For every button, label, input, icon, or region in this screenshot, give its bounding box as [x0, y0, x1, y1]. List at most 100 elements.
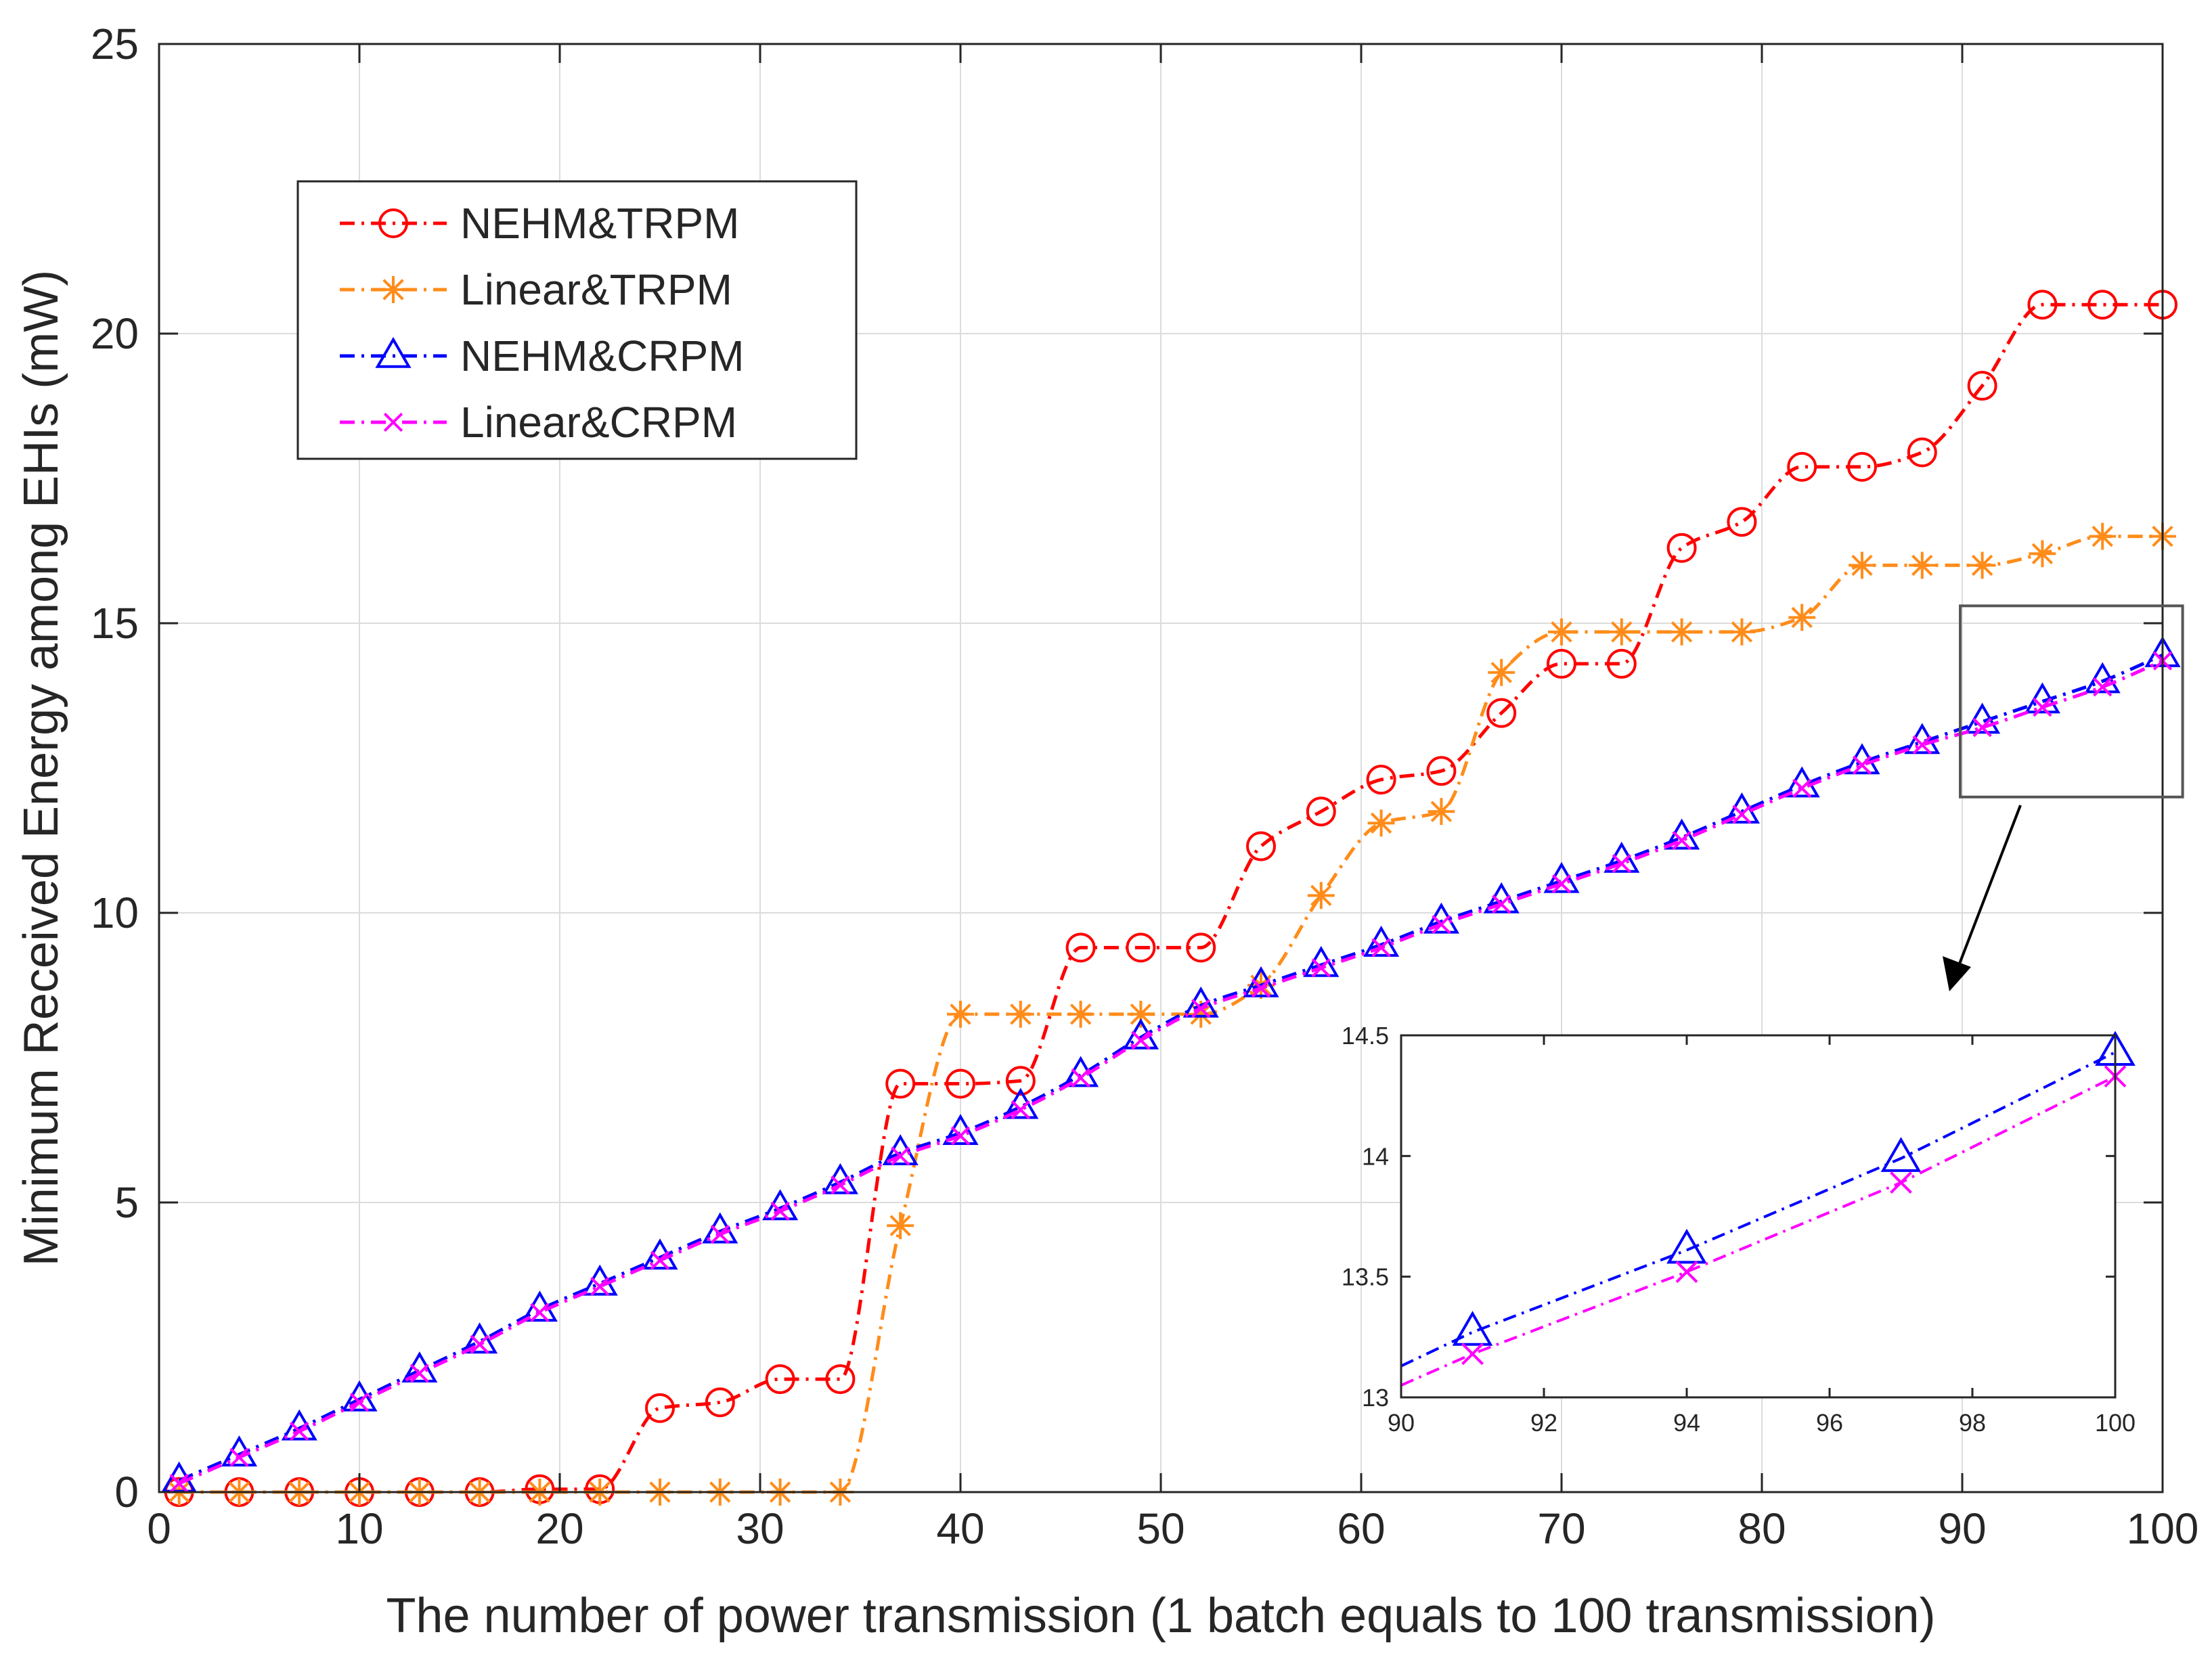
data-point [762, 1189, 799, 1221]
y-tick-label: 5 [114, 1178, 139, 1227]
inset-series-1 [1400, 1065, 2127, 1387]
data-point [1371, 938, 1391, 958]
data-point [470, 1334, 489, 1354]
inset-data-point [1461, 1343, 1484, 1366]
data-point [946, 1068, 975, 1099]
data-point [1907, 437, 1937, 468]
legend-marker [378, 208, 408, 238]
series-line [179, 302, 2163, 1494]
inset-data-point [1666, 1228, 1707, 1264]
data-point [1071, 1068, 1090, 1088]
data-point [221, 1435, 257, 1467]
data-point [1428, 798, 1455, 826]
data-point [887, 1212, 914, 1240]
data-point [1792, 778, 1812, 798]
data-point [2033, 697, 2052, 717]
y-tick-label: 15 [91, 599, 139, 648]
data-point [1307, 882, 1335, 909]
data-point [1787, 451, 1817, 482]
data-point [1011, 1100, 1030, 1120]
x-tick-label: 0 [147, 1504, 171, 1553]
data-point [1912, 735, 1932, 755]
legend-label: Linear&CRPM [460, 398, 737, 447]
data-point [1728, 618, 1756, 646]
data-point [1612, 854, 1631, 874]
data-point [765, 1364, 795, 1395]
data-point [1246, 831, 1276, 861]
x-tick-label: 70 [1537, 1504, 1585, 1553]
data-point [702, 1212, 738, 1244]
inset-data-point [1890, 1171, 1912, 1194]
legend: NEHM&TRPM Linear&TRPM NEHM&CRPM Linear&CRPM [296, 180, 858, 460]
data-point [1852, 755, 1872, 775]
data-point [1547, 648, 1576, 679]
data-point [1847, 451, 1877, 482]
data-point [2087, 290, 2118, 320]
legend-marker [375, 336, 412, 368]
y-tick-label: 25 [91, 20, 139, 68]
data-point [1131, 1031, 1151, 1050]
inset-y-tick-label: 14.5 [1342, 1022, 1389, 1050]
inset-x-tick-label: 90 [1388, 1409, 1415, 1437]
data-point [1483, 882, 1520, 914]
data-point [1486, 698, 1517, 728]
inset-x-tick-label: 96 [1816, 1409, 1843, 1437]
inset-y-tick-label: 13 [1362, 1384, 1389, 1412]
data-point [1967, 371, 1997, 401]
legend-marker [380, 276, 407, 303]
data-point [950, 1126, 971, 1146]
data-point [645, 1393, 675, 1423]
data-point [1784, 766, 1820, 798]
legend-item: NEHM&CRPM [340, 332, 745, 380]
inset-data-point [1880, 1137, 1922, 1172]
zoom-arrow-head [1943, 956, 1971, 991]
data-point [1732, 805, 1752, 824]
inset-series-0 [1400, 1031, 2136, 1368]
data-point [642, 1238, 678, 1270]
data-point [1366, 765, 1396, 795]
inset-x-tick-label: 100 [2095, 1409, 2136, 1437]
data-point [401, 1351, 438, 1382]
zoom-box [1959, 604, 2184, 798]
main-ticks: 0 10 20 30 40 50 60 70 80 90 100 0 5 10 15 20 25 [91, 20, 2199, 1553]
series-0 [164, 290, 2177, 1507]
x-tick-label: 50 [1136, 1504, 1185, 1553]
legend-marker [383, 412, 403, 432]
data-point [1668, 618, 1696, 646]
x-tick-label: 100 [2127, 1504, 2199, 1553]
data-point [581, 1264, 618, 1296]
inset-series-line [1400, 1051, 2116, 1368]
data-point [1788, 604, 1816, 631]
legend-label: NEHM&TRPM [460, 199, 739, 248]
data-point [1005, 1066, 1036, 1096]
data-point [1968, 551, 1996, 579]
data-point [1423, 902, 1459, 934]
data-point [822, 1163, 858, 1194]
x-axis-label: The number of power transmission (1 batc… [386, 1589, 1935, 1643]
data-point [349, 1393, 370, 1412]
data-point [2089, 522, 2117, 550]
data-point [530, 1303, 550, 1322]
data-point [462, 1322, 498, 1354]
data-point [590, 1276, 610, 1297]
data-point [2093, 677, 2113, 697]
data-point [947, 1000, 974, 1028]
inset-x-tick-label: 98 [1959, 1409, 1986, 1437]
data-point [882, 1134, 919, 1165]
series-3 [169, 651, 2173, 1493]
data-point [1186, 932, 1216, 963]
data-point [831, 1175, 850, 1195]
data-point [281, 1409, 317, 1441]
inset-series-line [1400, 1075, 2116, 1387]
y-tick-label: 10 [91, 888, 139, 937]
inset-y-tick-label: 13.5 [1342, 1263, 1389, 1291]
legend-box [296, 180, 858, 460]
data-point [1723, 792, 1760, 824]
x-tick-label: 20 [535, 1504, 583, 1553]
y-axis-label: Minimum Received Energy among EHIs (mW) [14, 270, 68, 1266]
data-point [1126, 932, 1156, 963]
data-point [1666, 533, 1697, 563]
data-point [650, 1251, 670, 1270]
